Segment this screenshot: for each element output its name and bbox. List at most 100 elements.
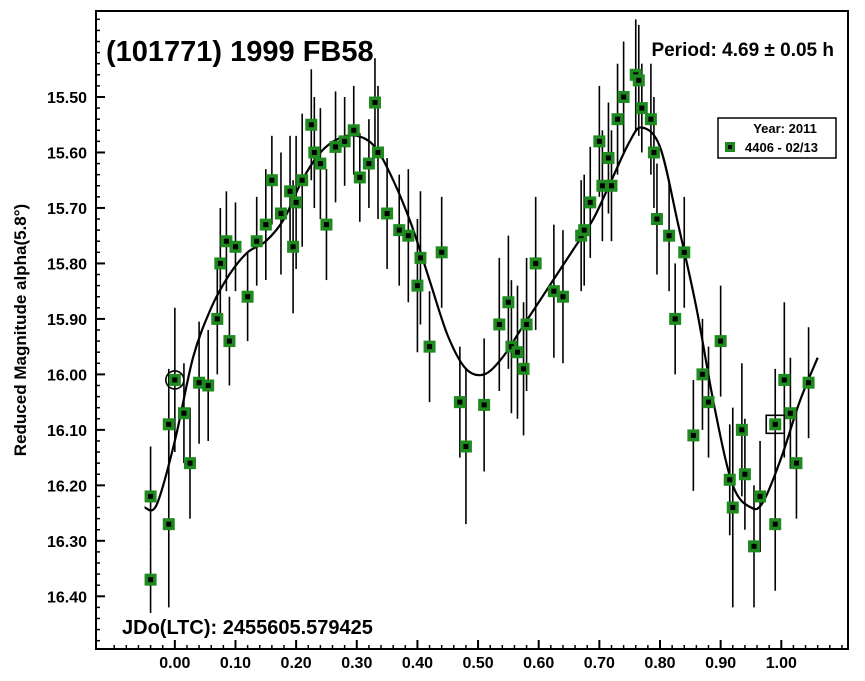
data-point-center	[166, 521, 172, 527]
y-tick-label: 15.70	[47, 201, 87, 218]
data-point-center	[463, 444, 469, 450]
data-point-center	[311, 149, 317, 155]
data-point-center	[342, 138, 348, 144]
data-point-center	[366, 161, 372, 167]
data-point-center	[615, 116, 621, 122]
y-tick-label: 16.10	[47, 423, 87, 440]
data-point-center	[308, 122, 314, 128]
data-point-center	[384, 210, 390, 216]
data-point-center	[396, 227, 402, 233]
data-point-center	[730, 505, 736, 511]
data-point-center	[457, 399, 463, 405]
x-tick-label: 0.10	[220, 655, 251, 672]
data-point-center	[148, 577, 154, 583]
data-point-center	[172, 377, 178, 383]
y-tick-label: 16.40	[47, 589, 87, 606]
data-point-center	[505, 299, 511, 305]
data-point-center	[621, 94, 627, 100]
legend-entry: 4406 - 02/13	[745, 140, 818, 155]
highlight-circle	[165, 370, 185, 390]
data-point-center	[608, 183, 614, 189]
x-tick-label: 0.70	[584, 655, 615, 672]
data-point-center	[214, 316, 220, 322]
data-points	[144, 68, 815, 586]
data-point-center	[666, 233, 672, 239]
data-point-center	[727, 477, 733, 483]
data-point-center	[414, 283, 420, 289]
data-point-center	[417, 255, 423, 261]
chart-title: (101771) 1999 FB58	[106, 36, 374, 68]
data-point-center	[317, 161, 323, 167]
data-point-center	[333, 144, 339, 150]
data-point-center	[375, 149, 381, 155]
data-point-center	[793, 460, 799, 466]
data-point-center	[787, 410, 793, 416]
legend-title: Year: 2011	[753, 121, 817, 136]
x-tick-label: 1.00	[766, 655, 797, 672]
data-point-center	[351, 127, 357, 133]
legend-box	[717, 117, 837, 159]
data-point-center	[599, 183, 605, 189]
data-point-center	[757, 493, 763, 499]
data-point-center	[405, 233, 411, 239]
data-point-center	[772, 521, 778, 527]
data-point-center	[508, 344, 514, 350]
x-tick-label: 0.60	[523, 655, 554, 672]
data-point-center	[196, 380, 202, 386]
data-point-center	[287, 188, 293, 194]
data-point-center	[699, 371, 705, 377]
x-tick-label: 0.50	[462, 655, 493, 672]
x-axis: 0.00 0.10 0.20 0.30 0.40 0.50 0.60 0.70 0.80 0.90…	[113, 640, 843, 672]
data-point-center	[263, 222, 269, 228]
data-point-center	[293, 199, 299, 205]
data-point-center	[706, 399, 712, 405]
data-point-center	[524, 321, 530, 327]
data-point-center	[166, 421, 172, 427]
data-point-center	[205, 382, 211, 388]
data-point-center	[636, 77, 642, 83]
data-point-center	[690, 432, 696, 438]
fit-curve	[144, 126, 819, 512]
y-axis-label: Reduced Magnitude alpha(5.8°)	[11, 204, 30, 456]
y-tick-label: 16.00	[47, 367, 87, 384]
data-point-center	[639, 105, 645, 111]
data-point-center	[596, 138, 602, 144]
data-point-center	[581, 227, 587, 233]
data-point-center	[439, 249, 445, 255]
y-tick-label: 15.90	[47, 312, 87, 329]
data-point-center	[148, 493, 154, 499]
data-point-center	[372, 100, 378, 106]
legend-marker-center	[728, 145, 732, 149]
x-tick-label: 0.20	[281, 655, 312, 672]
legend: Year: 2011 4406 - 02/13	[717, 117, 837, 159]
data-point-center	[232, 244, 238, 250]
x-tick-label: 0.30	[341, 655, 372, 672]
data-point-center	[672, 316, 678, 322]
y-tick-label: 15.50	[47, 90, 87, 107]
data-point-center	[560, 294, 566, 300]
data-point-center	[181, 410, 187, 416]
data-point-center	[496, 321, 502, 327]
data-point-center	[299, 177, 305, 183]
data-point-center	[226, 338, 232, 344]
data-point-center	[739, 427, 745, 433]
data-point-center	[187, 460, 193, 466]
data-point-center	[245, 294, 251, 300]
data-point-center	[751, 543, 757, 549]
y-tick-label: 15.60	[47, 145, 87, 162]
data-point-center	[651, 149, 657, 155]
highlight-square	[765, 414, 786, 435]
data-point-center	[269, 177, 275, 183]
data-point-center	[605, 155, 611, 161]
data-point-center	[521, 366, 527, 372]
x-tick-label: 0.90	[705, 655, 736, 672]
y-tick-label: 16.20	[47, 478, 87, 495]
data-point-center	[772, 421, 778, 427]
data-point-center	[648, 116, 654, 122]
period-label: Period: 4.69 ± 0.05 h	[651, 40, 834, 61]
data-point-center	[654, 216, 660, 222]
x-tick-label: 0.80	[644, 655, 675, 672]
data-point-center	[718, 338, 724, 344]
data-point-center	[742, 471, 748, 477]
